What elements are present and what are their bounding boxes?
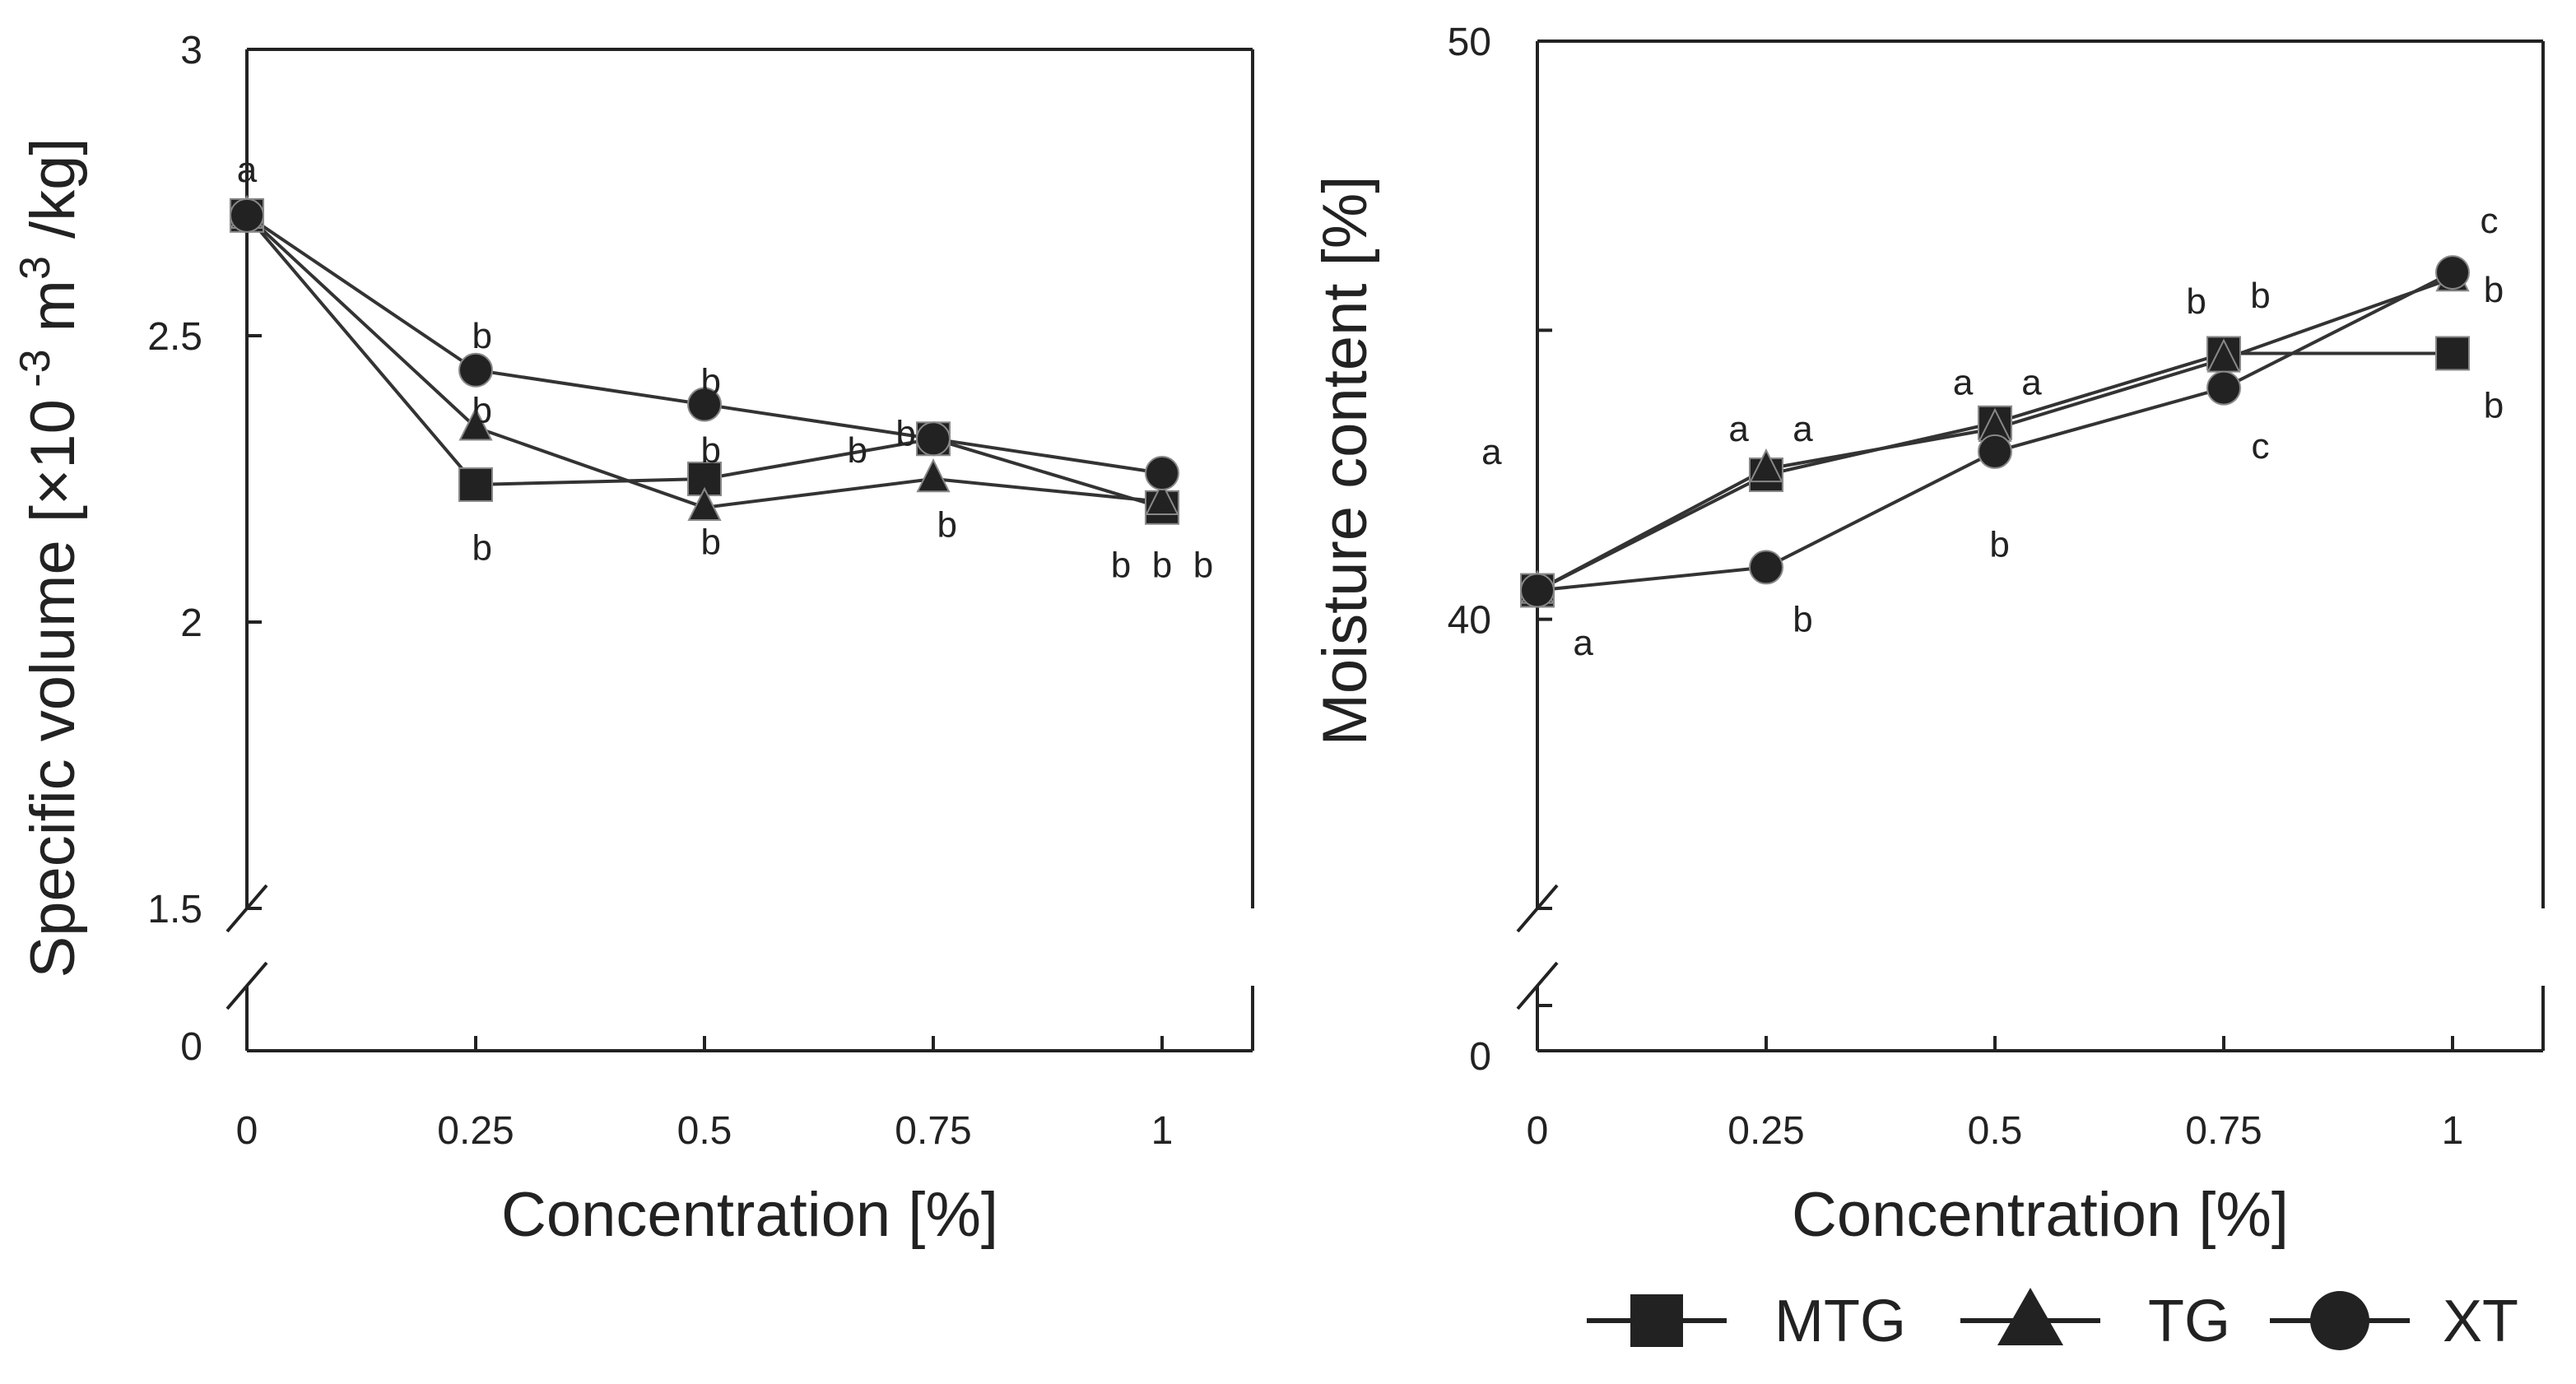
left-point-xt [458,352,493,388]
legend-mtg-square-marker [1630,1294,1683,1347]
right-x-tick-label: 0.25 [1727,1109,1804,1153]
left-significance-label: b [937,505,956,546]
right-significance-label: b [1989,524,2009,564]
right-y-axis-title: Moisture content [%] [1310,176,1380,746]
left-axis-break-mark-lower [226,961,268,1010]
right-significance-label: c [2251,426,2269,467]
left-significance-label: b [472,390,492,430]
legend: MTG TG XT [1587,1288,2518,1354]
legend-tg-label: TG [2148,1289,2230,1354]
right-significance-label: b [2186,281,2206,322]
left-x-tick-label: 0.25 [437,1109,514,1153]
left-x-tick-label: 0.5 [677,1109,732,1153]
left-significance-label: b [1152,545,1172,585]
left-significance-label: b [847,430,867,471]
right-significance-label: a [1793,409,1813,449]
legend-xt-label: XT [2443,1289,2518,1354]
right-significance-label: a [1728,409,1749,449]
left-x-tick-label: 0 [236,1109,258,1153]
left-significance-label: b [472,316,492,356]
right-significance-label: a [1573,623,1593,663]
left-point-tg [1145,481,1179,516]
left-point-mtg [458,467,493,502]
right-point-xt [1749,550,1783,585]
right-x-tick-label: 1 [2442,1109,2464,1153]
right-significance-label: a [2021,363,2042,403]
left-y-tick-label: 2 [180,601,202,645]
left-point-tg [458,406,493,441]
left-y-tick-label: 2.5 [147,315,202,359]
left-y-break-label: 0 [180,1025,202,1069]
left-significance-label: b [701,522,721,563]
right-axis-break-mark-lower [1516,961,1559,1010]
left-point-xt [230,197,264,233]
left-x-tick-label: 1 [1151,1109,1174,1153]
left-point-tg [916,457,951,493]
right-point-xt [1978,434,2012,469]
right-point-xt [1520,573,1555,608]
left-significance-label: b [895,413,915,453]
legend-item-mtg: MTG [1587,1289,1906,1354]
left-point-xt [1145,456,1179,491]
right-x-tick-label: 0.5 [1968,1109,2023,1153]
right-point-xt [2435,255,2470,290]
right-significance-label: a [1953,363,1974,403]
right-x-tick-label: 0 [1527,1109,1549,1153]
right-y-tick-label: 40 [1448,599,1491,643]
right-significance-label: b [2250,276,2270,316]
left-significance-label: b [1193,545,1213,585]
legend-mtg-label: MTG [1774,1289,1906,1354]
left-y-tick-label: 1.5 [147,888,202,931]
right-y-break-label: 0 [1469,1035,1491,1079]
right-significance-label: b [2484,386,2504,426]
left-point-tg [687,486,722,521]
right-point-xt [2206,370,2241,406]
left-significance-label: b [1111,545,1131,585]
right-y-tick-label: 50 [1448,21,1491,64]
right-x-tick-label: 0.75 [2185,1109,2262,1153]
left-point-xt [687,387,722,422]
right-point-mtg [2435,336,2470,371]
legend-item-xt: XT [2270,1289,2518,1354]
right-significance-label: c [2480,201,2498,241]
right-point-tg [1749,448,1783,483]
left-significance-label: b [701,430,721,471]
left-significance-label: b [701,362,721,402]
right-significance-label: b [2484,270,2504,310]
right-significance-label: b [1793,600,1812,640]
left-x-tick-label: 0.75 [895,1109,971,1153]
left-significance-label: b [472,528,492,569]
left-x-axis-title: Concentration [%] [501,1180,998,1250]
right-x-axis-title: Concentration [%] [1792,1180,2289,1250]
right-significance-label: a [1481,432,1502,472]
legend-item-tg: TG [1960,1288,2230,1354]
left-y-axis-title: Specific volume [×10 -3 m3 /kg] [12,137,88,978]
left-significance-label: a [237,150,258,190]
left-y-tick-label: 3 [180,29,202,72]
legend-xt-circle-marker [2310,1291,2369,1350]
left-point-xt [916,421,951,457]
legend-tg-triangle-marker [1997,1288,2063,1345]
